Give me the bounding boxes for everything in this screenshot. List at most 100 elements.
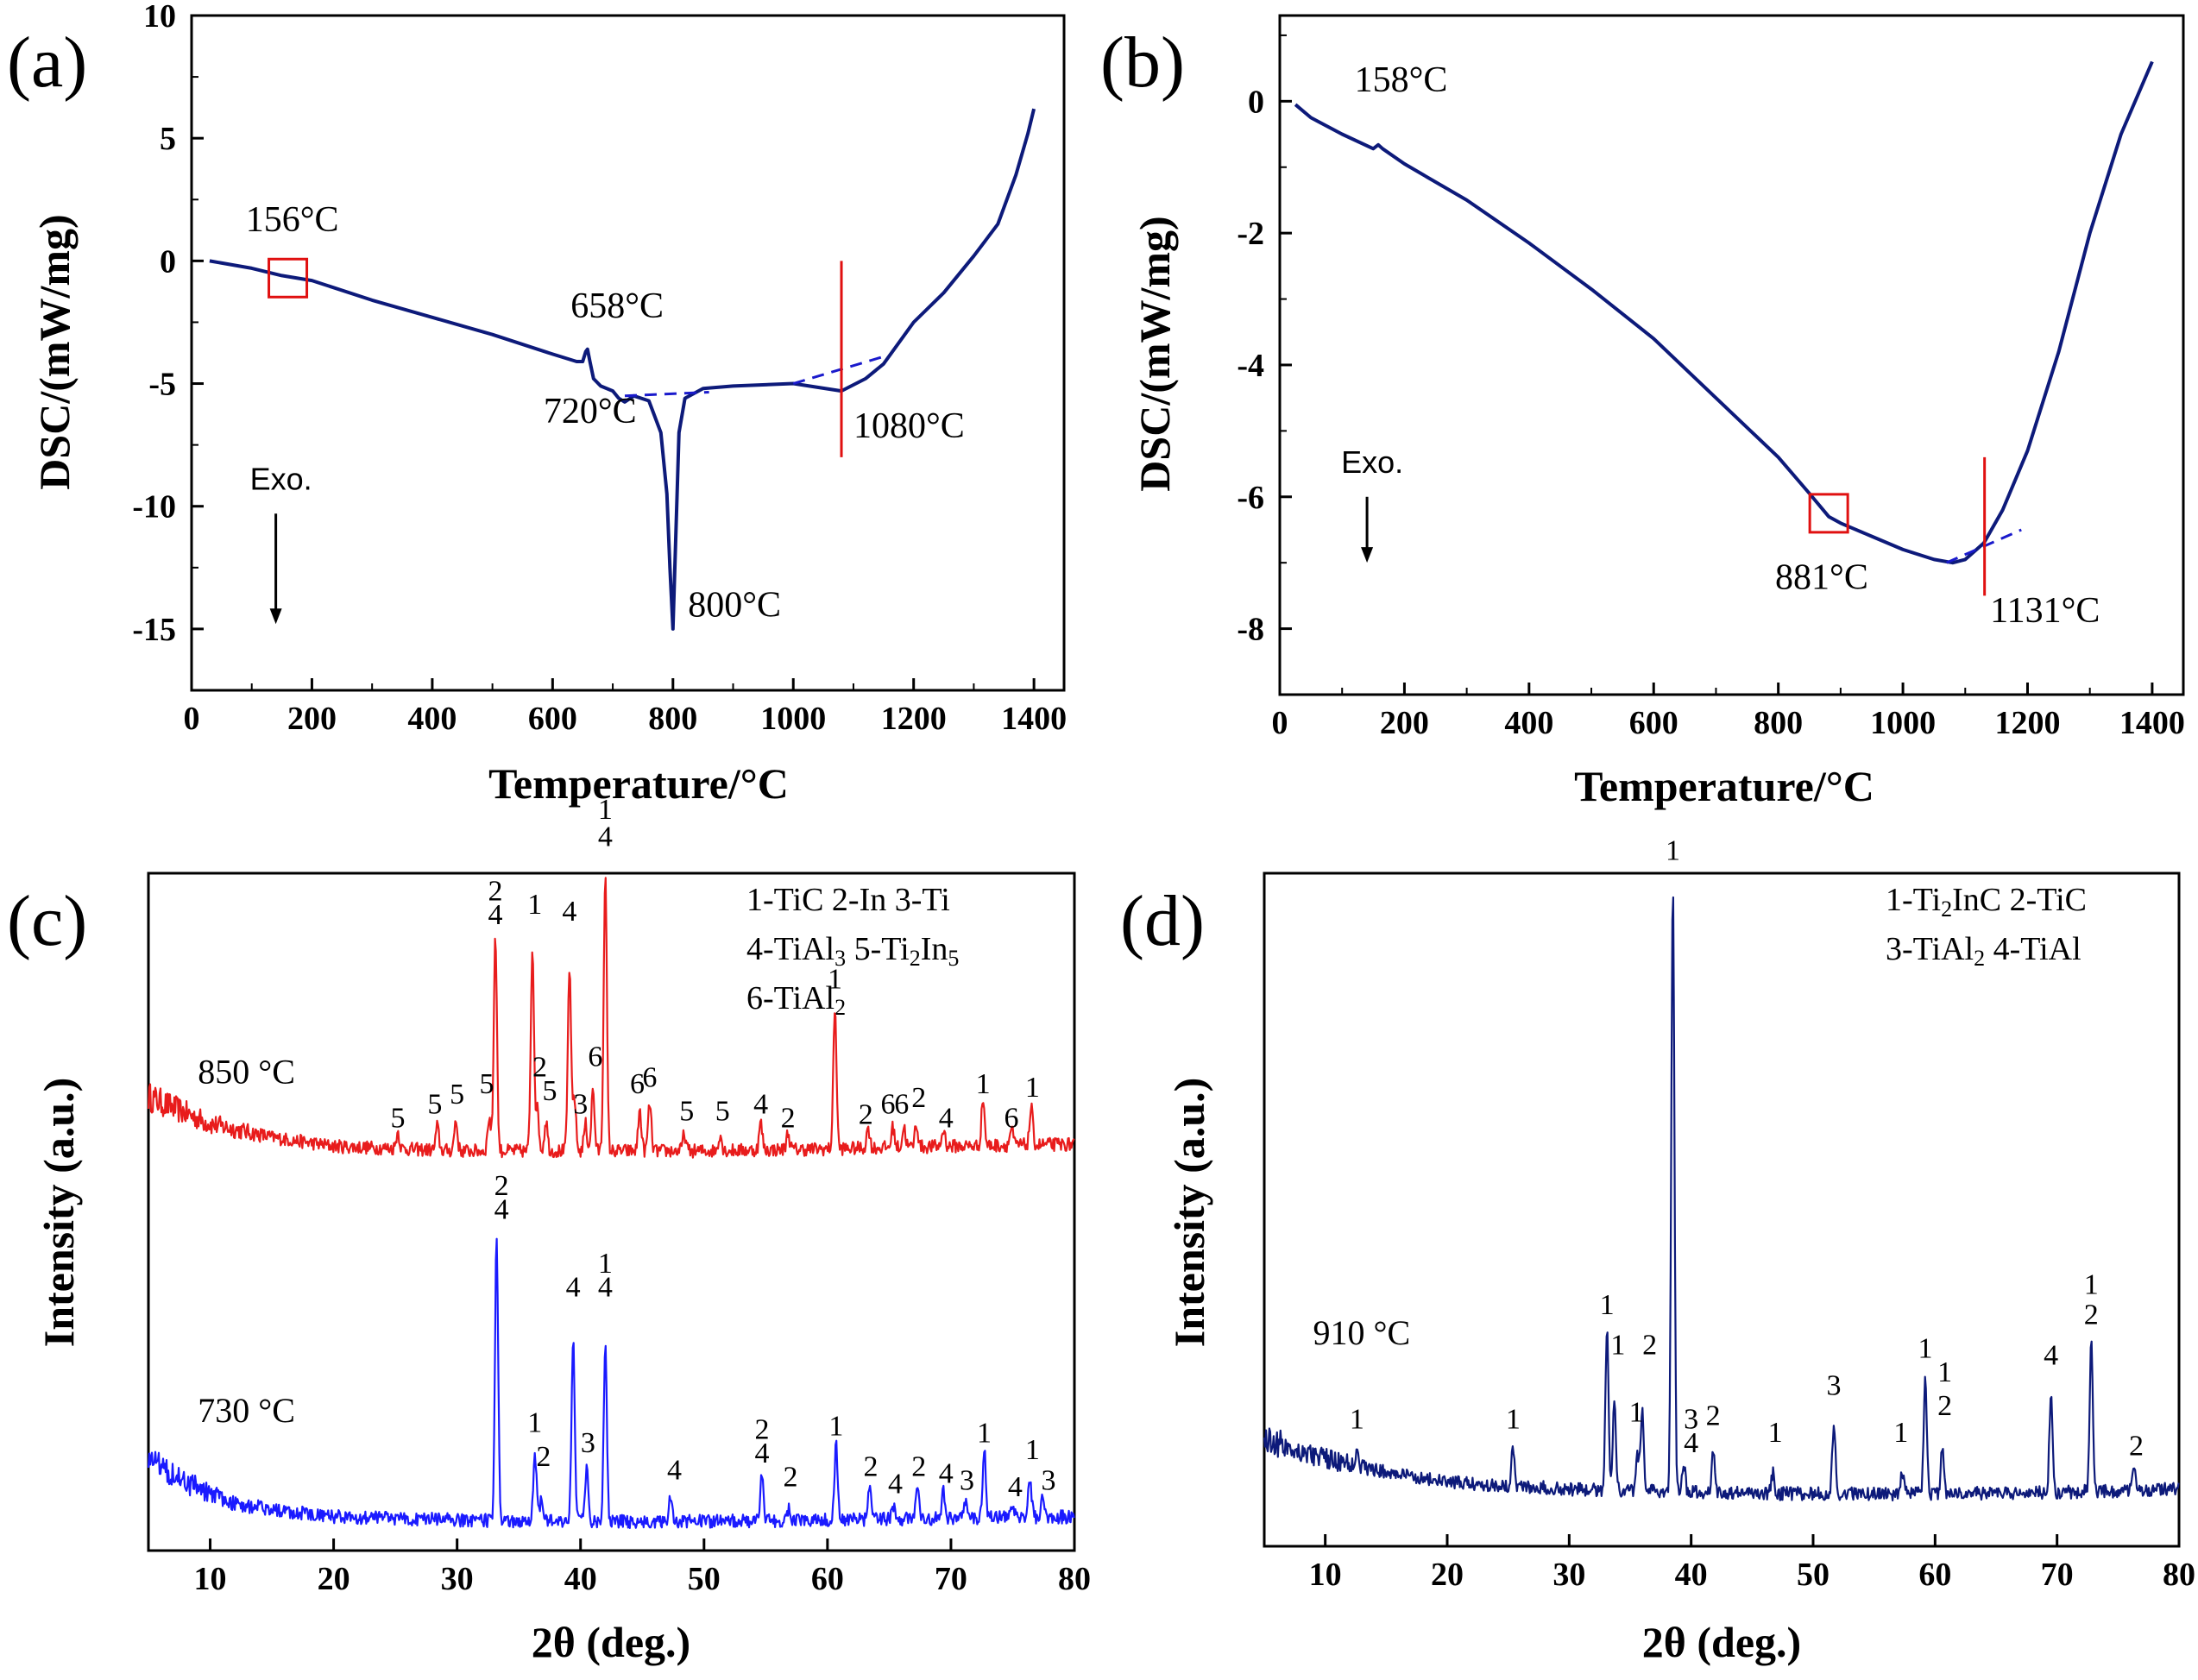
panel-c: (c) 2θ (deg.) Intensity (a.u.) 10 20 30 40 50 60…: [7, 794, 1091, 1666]
x-tick-label: 50: [1797, 1557, 1830, 1593]
peak-label: 1: [598, 794, 613, 826]
peak-label: 2: [1706, 1400, 1721, 1432]
dsc-curve: [209, 108, 1036, 631]
series-temperature-label: 910 °C: [1313, 1313, 1411, 1352]
plot-frame: [1263, 871, 2181, 1548]
panel-label: (d): [1120, 881, 1205, 961]
peak-label: 4: [755, 1438, 770, 1469]
peak-label: 1: [1025, 1072, 1040, 1104]
legend-subscript: 2: [1974, 946, 1985, 971]
x-tick-label: 200: [1380, 705, 1429, 741]
peak-label: 6: [894, 1089, 909, 1121]
xrd-pattern-0: [147, 877, 1075, 1159]
peak-label: 5: [427, 1089, 442, 1121]
x-tick-label: 80: [2163, 1557, 2195, 1593]
peak-label: 6: [1005, 1102, 1019, 1134]
peak-label: 1: [1025, 1434, 1040, 1466]
peak-label: 1: [1350, 1404, 1364, 1436]
legend-line: 4-TiAl3 5-Ti2In5: [746, 931, 959, 971]
peak-label: 4: [1008, 1471, 1023, 1503]
x-axis-label: Temperature/°C: [488, 759, 789, 808]
peak-label: 4: [939, 1102, 954, 1134]
peak-label: 2: [2084, 1299, 2099, 1331]
y-tick-label: 0: [160, 243, 176, 280]
peak-label: 2: [911, 1082, 926, 1114]
peak-label: 1: [828, 963, 842, 995]
legend-line: 3-TiAl2 4-TiAl: [1886, 931, 2081, 971]
peak-label: 2: [536, 1441, 551, 1473]
peak-label: 2: [755, 1413, 770, 1445]
legend-subscript: 3: [834, 946, 846, 971]
plot-frame: [1278, 14, 2185, 696]
x-tick-label: 800: [648, 701, 697, 737]
peak-label: 4: [598, 1272, 613, 1304]
peak-label: 1: [1600, 1289, 1615, 1321]
peak-label: 6: [588, 1041, 602, 1073]
temperature-annotation: 881°C: [1775, 558, 1868, 598]
peak-label: 1: [598, 1248, 613, 1280]
peak-label: 4: [667, 1455, 682, 1487]
peak-label: 2: [2129, 1431, 2144, 1463]
peak-label: 6: [642, 1061, 657, 1093]
peak-label: 2: [783, 1461, 797, 1493]
peak-label: 1: [1506, 1404, 1521, 1436]
temperature-annotation: 720°C: [544, 392, 637, 431]
y-tick-label: -15: [132, 612, 176, 648]
panel-label: (a): [7, 22, 87, 103]
panel-a: (a) Temperature/°C DSC/(mW/mg) 0 200 400 600 80…: [7, 0, 1067, 808]
y-tick-label: -10: [132, 489, 176, 525]
x-tick-label: 10: [1309, 1557, 1342, 1593]
legend-text: 4-TiAl: [746, 931, 834, 967]
peak-label: 2: [781, 1102, 796, 1134]
x-tick-label: 60: [811, 1561, 844, 1597]
y-tick-label: -8: [1237, 612, 1264, 648]
exo-label: Exo.: [1341, 444, 1403, 480]
panel-b: (b) Temperature/°C DSC/(mW/mg) 0 200 400 600 80…: [1100, 14, 2185, 810]
panel-label: (c): [7, 881, 87, 961]
x-tick-label: 1000: [760, 701, 826, 737]
peak-label: 5: [450, 1079, 464, 1111]
x-tick-label: 50: [688, 1561, 721, 1597]
x-tick-label: 1400: [2119, 705, 2185, 741]
peak-label: 5: [715, 1096, 730, 1128]
peak-label: 4: [888, 1468, 903, 1500]
temperature-annotation: 1080°C: [853, 406, 965, 446]
x-tick-label: 1200: [1994, 705, 2060, 741]
peak-label: 4: [939, 1458, 954, 1490]
baseline-extrapolation: [624, 390, 709, 398]
peak-label: 1: [2084, 1269, 2099, 1301]
peak-label: 1: [977, 1417, 992, 1449]
legend-text: 1-TiC 2-In 3-Ti: [746, 882, 950, 918]
x-tick-label: 0: [184, 701, 200, 737]
legend-line: 1-Ti2InC 2-TiC: [1886, 882, 2087, 922]
peak-label: 4: [753, 1089, 768, 1121]
exo-arrow-head: [269, 608, 282, 625]
peak-label: 5: [679, 1096, 694, 1128]
x-tick-label: 600: [1629, 705, 1678, 741]
exo-arrow-head: [1361, 547, 1374, 563]
peak-label: 6: [880, 1089, 895, 1121]
legend-text: 1-Ti: [1886, 882, 1941, 918]
peak-label: 2: [494, 1170, 509, 1202]
peak-label: 4: [566, 1272, 581, 1304]
series-temperature-label: 850 °C: [198, 1052, 295, 1091]
plot-frame: [190, 14, 1066, 692]
x-tick-label: 40: [1675, 1557, 1708, 1593]
peak-label: 3: [581, 1427, 595, 1459]
x-tick-label: 400: [1504, 705, 1553, 741]
legend-subscript: 2: [910, 946, 921, 971]
y-tick-label: -6: [1237, 480, 1264, 516]
temperature-annotation: 1131°C: [1990, 591, 2100, 631]
legend-text: 5-Ti: [846, 931, 910, 967]
temperature-annotation: 800°C: [688, 586, 781, 626]
temperature-annotation: 658°C: [570, 286, 664, 326]
legend-text: 6-TiAl: [746, 980, 834, 1016]
legend-text: 4-TiAl: [1985, 931, 2081, 967]
x-tick-label: 800: [1754, 705, 1803, 741]
y-axis-label: Intensity (a.u.): [35, 1078, 83, 1348]
peak-label: 2: [859, 1098, 873, 1130]
peak-label: 5: [390, 1102, 405, 1134]
x-tick-label: 400: [407, 701, 457, 737]
panel-label: (b): [1100, 22, 1185, 103]
